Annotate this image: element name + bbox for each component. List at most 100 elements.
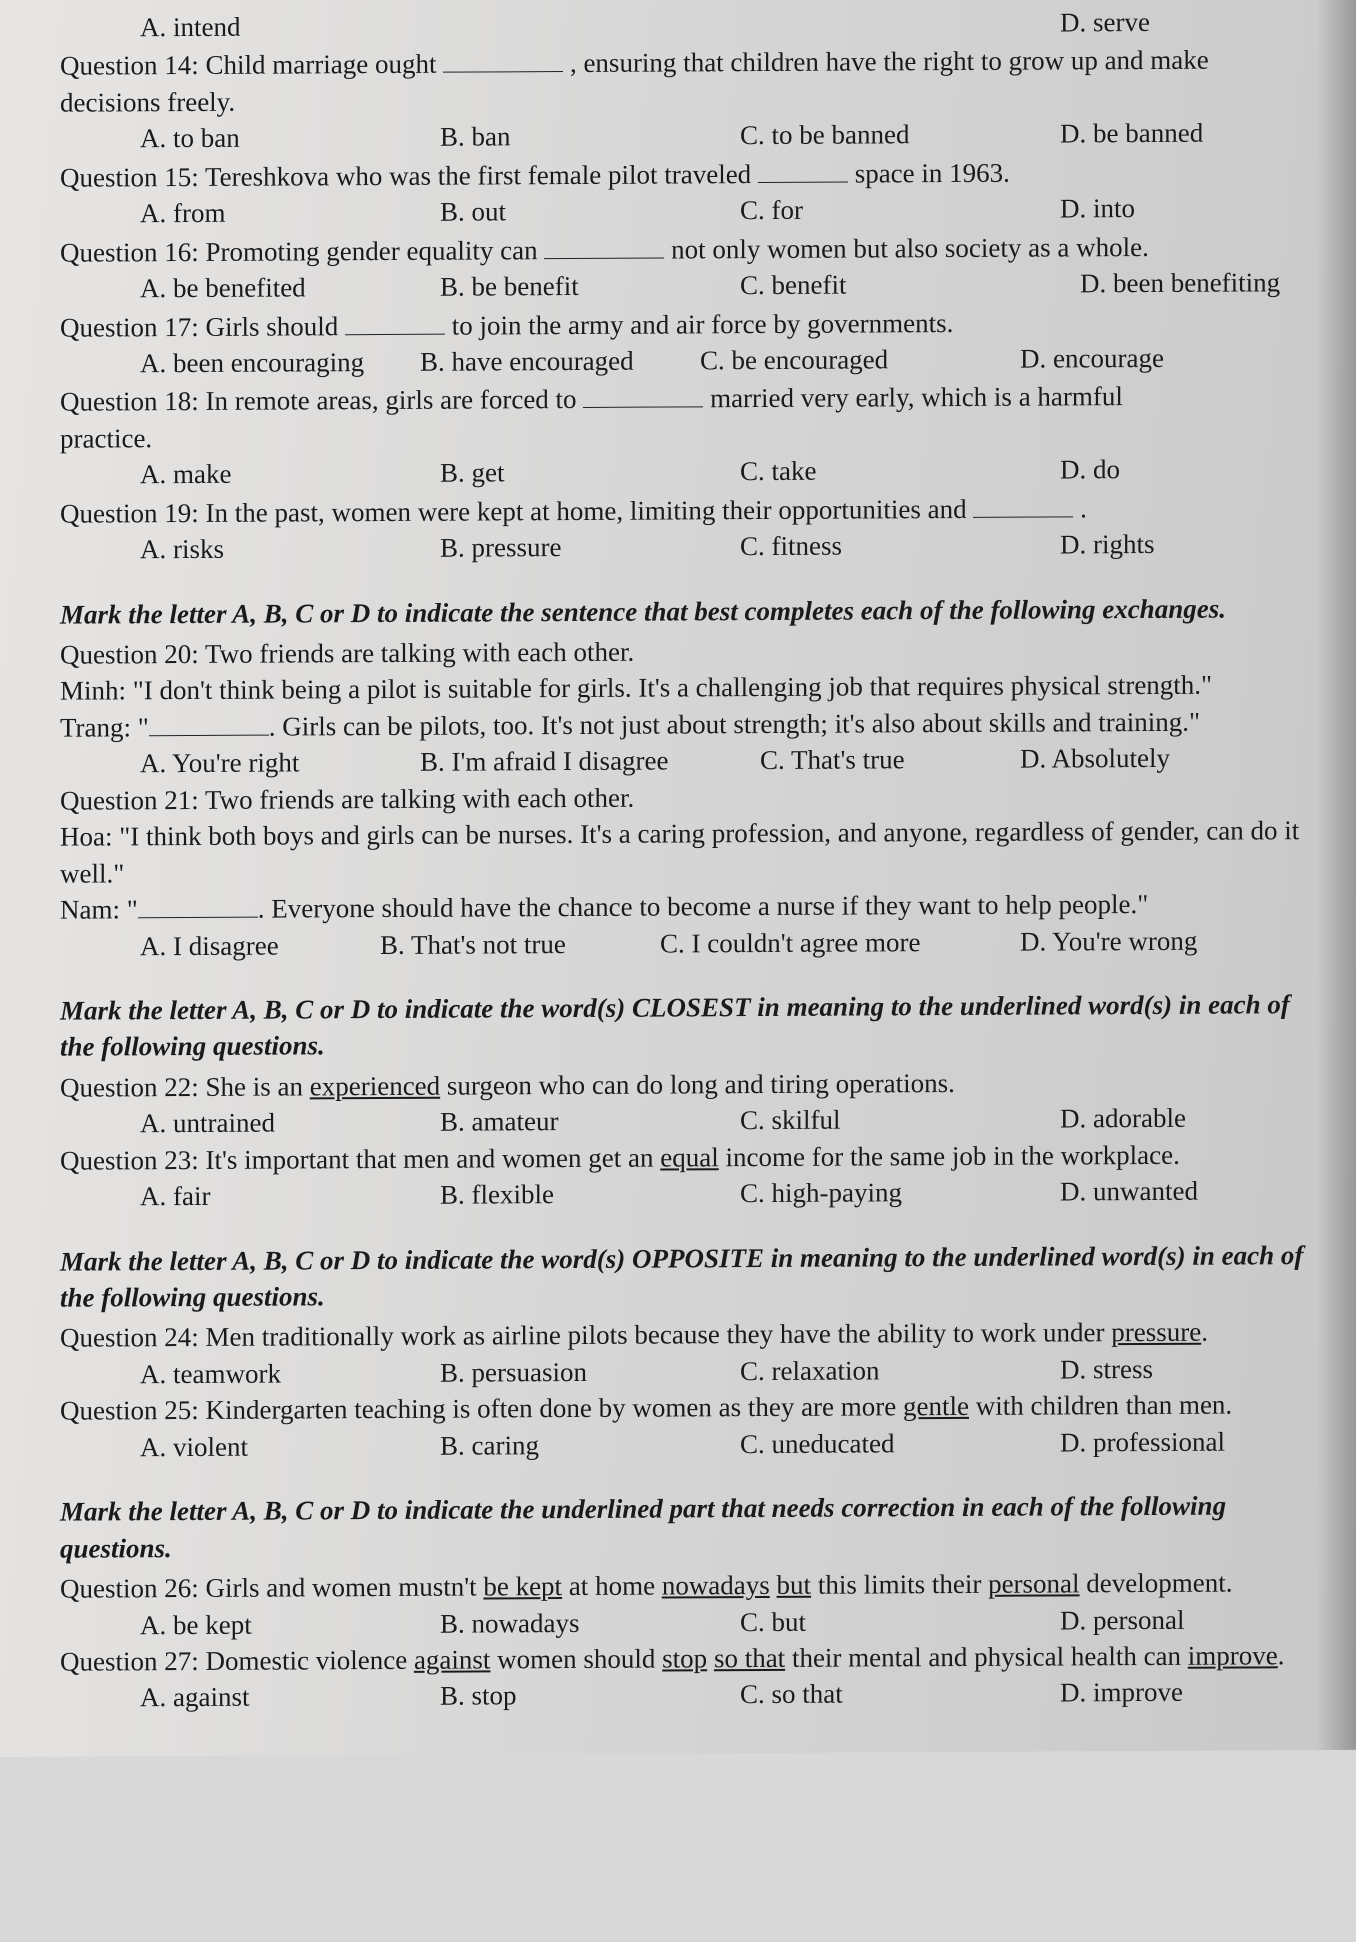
q22-choices: A. untrained B. amateur C. skilful D. ad… [140,1099,1326,1142]
opt-b: B. caring [440,1426,740,1464]
opt-a: A. risks [140,530,440,568]
text: Question 25: Kindergarten teaching is of… [60,1392,903,1426]
opt-d: D. into [1060,190,1135,227]
opt-a: A. teamwork [140,1355,440,1393]
text: Nam: " [60,894,138,924]
opt-c: C. take [740,452,1060,490]
opt-b: B. pressure [440,528,740,566]
opt-c: C. but [740,1602,1060,1640]
underlined: be kept [483,1571,562,1601]
opt-b: B. ban [440,117,740,155]
opt-a: A. fair [140,1177,440,1215]
text: married very early, which is a harmful [710,381,1123,413]
section-correction: Mark the letter A, B, C or D to indicate… [60,1487,1326,1567]
opt-a: A. intend [140,8,440,46]
text [770,1570,777,1600]
text: , ensuring that children have the right … [570,45,1209,78]
opt-b: B. I'm afraid I disagree [420,742,760,780]
opt-c: C. be encouraged [700,341,1020,379]
opt-c: C. for [740,191,1060,229]
text: Question 26: Girls and women mustn't [60,1572,483,1604]
text: women should [490,1643,662,1674]
text: Question 27: Domestic violence [60,1645,414,1677]
opt-b: B. be benefit [440,267,740,305]
opt-d: D. professional [1060,1423,1225,1460]
opt-d: D. been benefiting [1060,264,1280,302]
opt-c: C. skilful [740,1101,1060,1139]
q17-choices: A. been encouraging B. have encouraged C… [140,339,1326,382]
q21-choices: A. I disagree B. That's not true C. I co… [140,922,1326,965]
q15-choices: A. from B. out C. for D. into [140,189,1326,232]
opt-c: C. I couldn't agree more [660,923,1020,961]
opt-c: C. benefit [740,266,1060,304]
q25-choices: A. violent B. caring C. uneducated D. pr… [140,1423,1326,1466]
opt-b: B. nowadays [440,1604,740,1642]
underlined: pressure [1111,1317,1201,1347]
opt-b: B. amateur [440,1102,740,1140]
text: Question 17: Girls should [60,311,338,342]
underlined: against [414,1644,490,1674]
underlined: personal [988,1568,1079,1598]
opt-b: B. have encouraged [420,342,700,380]
text: Question 22: She is an [60,1071,310,1102]
underlined: but [777,1570,812,1600]
text: not only women but also society as a who… [671,232,1149,265]
q19-choices: A. risks B. pressure C. fitness D. right… [140,525,1326,568]
underlined: equal [660,1142,718,1172]
opt-c: C. high-paying [740,1174,1060,1212]
opt-b: B. get [440,453,740,491]
opt-c [740,4,1060,42]
opt-b: B. stop [440,1677,740,1715]
opt-b: B. out [440,192,740,230]
opt-a: A. been encouraging [140,344,420,382]
text: Question 23: It's important that men and… [60,1142,660,1175]
text: to join the army and air force by govern… [452,308,954,341]
opt-b: B. flexible [440,1175,740,1213]
opt-d: D. serve [1060,4,1150,41]
opt-a: A. You're right [140,744,420,782]
underlined: experienced [310,1071,440,1102]
opt-d: D. encourage [1020,340,1164,377]
opt-d: D. unwanted [1060,1173,1198,1210]
q23-choices: A. fair B. flexible C. high-paying D. un… [140,1172,1326,1215]
opt-a: A. violent [140,1427,440,1465]
underlined: improve [1188,1640,1278,1670]
opt-a: A. from [140,194,440,232]
underlined: so that [714,1643,785,1673]
section-closest: Mark the letter A, B, C or D to indicate… [60,986,1326,1066]
text: Trang: " [60,712,149,742]
text: income for the same job in the workplace… [719,1140,1180,1172]
underlined: gentle [903,1391,969,1421]
blank [758,157,848,183]
blank [443,47,563,73]
blank [973,492,1073,518]
opt-a: A. to ban [140,119,440,157]
section-opposite: Mark the letter A, B, C or D to indicate… [60,1237,1326,1317]
opt-d: D. adorable [1060,1100,1186,1137]
underlined: stop [662,1643,707,1673]
exam-page: A. intend D. serve Question 14: Child ma… [0,0,1356,1757]
text [707,1643,714,1673]
text: space in 1963. [855,157,1010,188]
text: . Everyone should have the chance to bec… [258,889,1148,924]
text: development. [1080,1568,1233,1599]
q24-choices: A. teamwork B. persuasion C. relaxation … [140,1350,1326,1393]
blank [544,233,664,259]
opt-d: D. be banned [1060,115,1203,152]
opt-b [440,6,740,44]
opt-c: C. That's true [760,741,1020,779]
opt-b: B. That's not true [380,925,660,963]
text: Question 18: In remote areas, girls are … [60,384,577,417]
text: . Girls can be pilots, too. It's not jus… [269,707,1200,742]
text: Question 16: Promoting gender equality c… [60,235,538,268]
opt-b: B. persuasion [440,1353,740,1391]
q21-l2: Hoa: "I think both boys and girls can be… [60,812,1326,892]
opt-a: A. untrained [140,1104,440,1142]
q20-choices: A. You're right B. I'm afraid I disagree… [140,739,1326,782]
section-exchanges: Mark the letter A, B, C or D to indicate… [60,590,1326,633]
partial-row: A. intend D. serve [140,3,1326,46]
q16-choices: A. be benefited B. be benefit C. benefit… [140,264,1326,307]
text: surgeon who can do long and tiring opera… [440,1068,955,1101]
opt-d: D. You're wrong [1020,922,1197,959]
text: Question 14: Child marriage ought [60,49,436,81]
